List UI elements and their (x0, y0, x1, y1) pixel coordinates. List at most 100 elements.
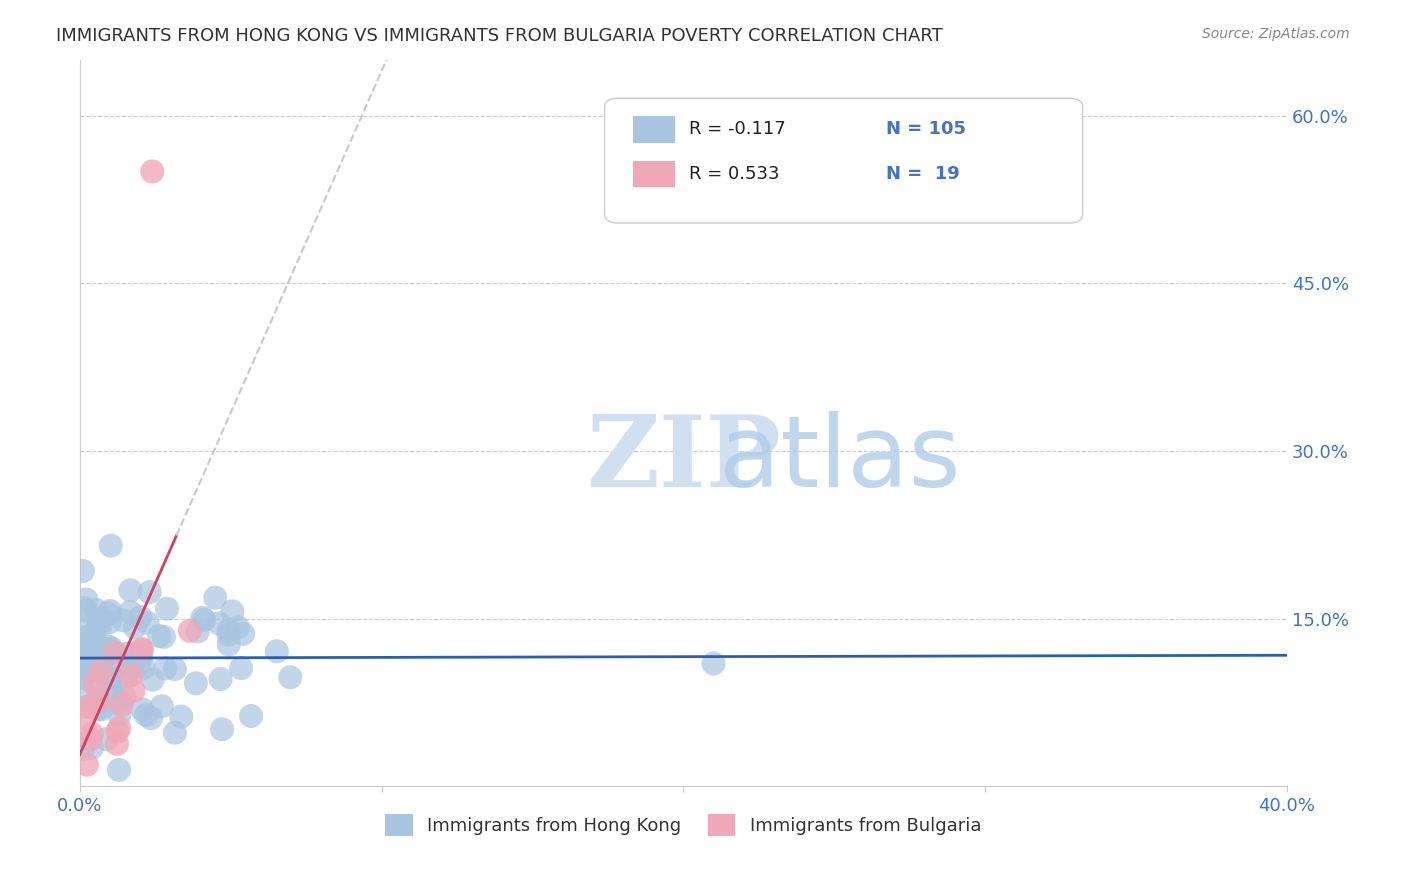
Point (96, 732, 118, 747)
Point (79, 699, 101, 714)
Point (83, 646, 105, 660)
Text: R = 0.533: R = 0.533 (689, 165, 779, 183)
Point (226, 620, 249, 634)
Point (77, 644, 100, 658)
Point (120, 668, 142, 682)
Point (75, 604, 97, 618)
Point (120, 583, 142, 598)
Point (87, 694, 110, 708)
Point (131, 642, 153, 657)
Point (98, 615, 121, 630)
Point (120, 605, 142, 619)
Point (114, 690, 136, 704)
Point (111, 698, 134, 712)
Point (75, 635, 97, 649)
Point (98, 662, 121, 676)
Point (278, 670, 301, 684)
Point (91, 702, 114, 716)
Point (87, 612, 110, 626)
Point (77, 642, 100, 657)
Text: N =  19: N = 19 (886, 165, 959, 183)
Point (221, 604, 243, 618)
Legend: Immigrants from Hong Kong, Immigrants from Bulgaria: Immigrants from Hong Kong, Immigrants fr… (385, 814, 981, 836)
Point (76, 757, 98, 772)
Point (72, 564, 94, 578)
Point (87, 618, 110, 632)
Point (118, 653, 141, 667)
Point (135, 708, 157, 723)
Point (84, 603, 107, 617)
Point (136, 615, 159, 630)
Point (107, 724, 129, 739)
Point (90, 618, 112, 632)
Text: N = 105: N = 105 (886, 120, 966, 138)
Point (155, 661, 177, 675)
Point (77, 699, 100, 714)
Point (90, 647, 112, 661)
Point (72, 631, 94, 645)
Point (211, 723, 233, 737)
Point (163, 725, 186, 739)
Point (122, 683, 145, 698)
Point (128, 657, 150, 671)
Point (72, 624, 94, 639)
Point (179, 624, 201, 638)
Text: atlas: atlas (720, 411, 962, 508)
Point (82, 648, 104, 662)
Point (83, 648, 105, 662)
Point (73, 649, 96, 664)
Point (100, 641, 122, 656)
Point (229, 661, 252, 675)
Point (108, 721, 131, 735)
Point (124, 620, 146, 634)
Point (70, 675, 93, 690)
Text: IMMIGRANTS FROM HONG KONG VS IMMIGRANTS FROM BULGARIA POVERTY CORRELATION CHART: IMMIGRANTS FROM HONG KONG VS IMMIGRANTS … (56, 27, 943, 45)
Text: ZIP: ZIP (586, 411, 780, 508)
Text: R = -0.117: R = -0.117 (689, 120, 786, 138)
Point (89, 640, 111, 654)
Point (240, 709, 263, 723)
Point (100, 683, 122, 698)
Point (108, 707, 131, 722)
Point (187, 624, 209, 639)
Point (82, 641, 104, 656)
Point (86, 691, 108, 706)
Point (104, 646, 127, 660)
Point (153, 630, 176, 644)
Point (80, 727, 103, 741)
Point (142, 673, 165, 687)
Point (97, 640, 120, 654)
Point (91, 644, 114, 658)
Point (232, 627, 254, 641)
Point (184, 676, 207, 690)
Point (97, 607, 120, 621)
Point (208, 616, 231, 631)
Point (80, 732, 103, 747)
Point (141, 164, 163, 178)
Point (114, 669, 136, 683)
Point (105, 737, 128, 751)
Point (139, 711, 162, 725)
Point (82, 628, 104, 642)
Point (73, 601, 96, 615)
Point (76, 663, 98, 677)
Point (156, 601, 179, 615)
Point (73, 711, 96, 725)
Point (89, 663, 111, 677)
Point (129, 648, 152, 663)
Point (98, 679, 121, 693)
Point (98, 672, 121, 686)
Point (93, 647, 115, 661)
Point (117, 647, 139, 661)
Point (132, 660, 155, 674)
Point (72, 652, 94, 666)
Point (218, 627, 240, 641)
Point (129, 610, 152, 624)
Point (218, 637, 240, 651)
Point (79, 654, 101, 668)
Point (83, 699, 105, 714)
Point (138, 585, 160, 599)
Point (148, 629, 170, 643)
Point (702, 657, 724, 671)
Point (73, 632, 96, 646)
